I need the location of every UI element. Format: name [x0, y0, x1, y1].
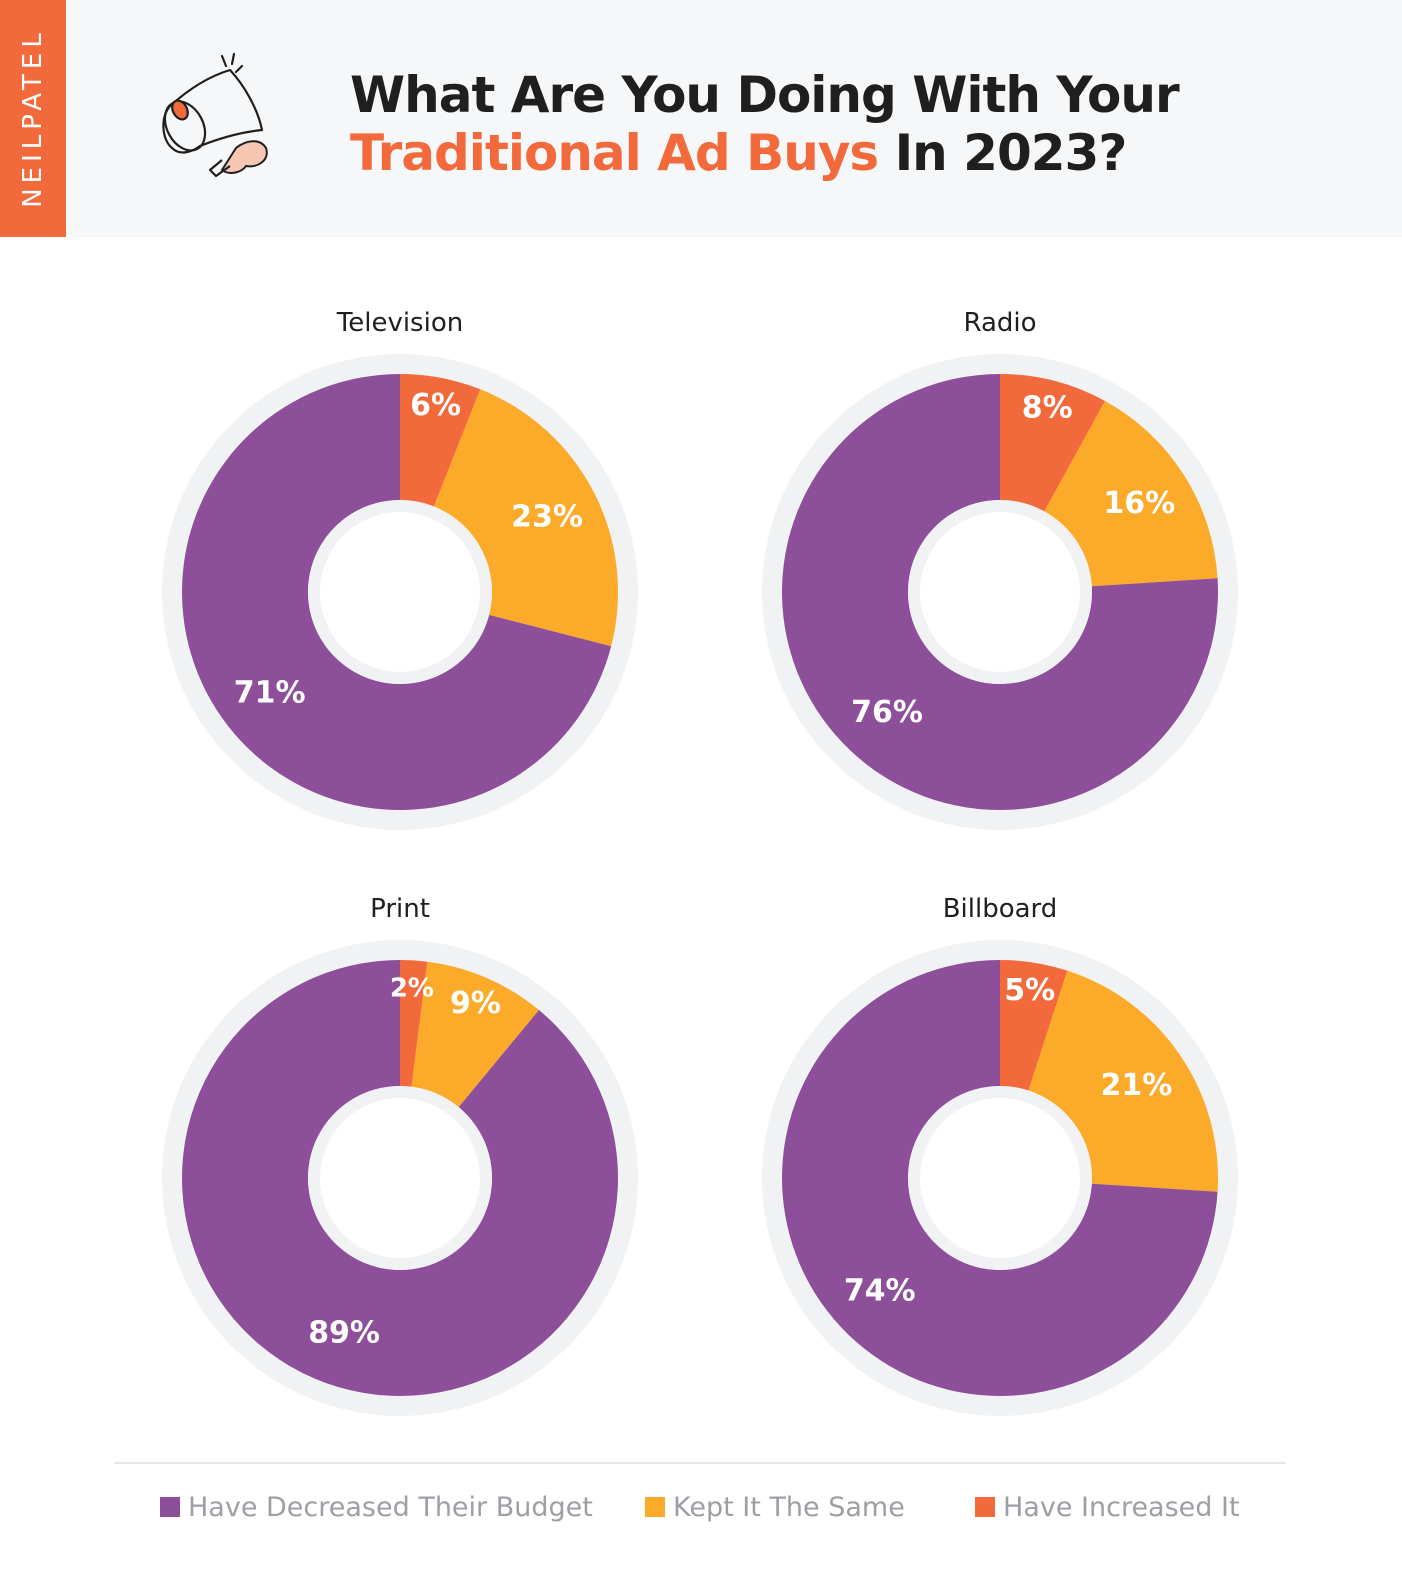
- pie-slice-increased: [400, 374, 481, 507]
- chart-title-radio: Radio: [963, 308, 1037, 338]
- donut-hole: [920, 1098, 1080, 1258]
- data-label-same: 23%: [511, 500, 583, 535]
- donut-hole: [320, 1098, 480, 1258]
- pie-slice-decreased: [181, 960, 618, 1396]
- donut-hole: [920, 512, 1080, 672]
- brand-bar: NEILPATEL: [0, 0, 66, 237]
- pie-slice-same: [1028, 970, 1218, 1192]
- chart-title-billboard: Billboard: [942, 894, 1058, 924]
- data-label-same: 16%: [1103, 486, 1175, 521]
- pie-slice-same: [411, 961, 539, 1108]
- donut-hole: [320, 512, 480, 672]
- pie-slice-decreased: [782, 960, 1218, 1396]
- brand-logo: NEILPATEL: [18, 28, 48, 208]
- data-label-same: 9%: [450, 986, 501, 1021]
- legend-label-same: Kept It The Same: [673, 1491, 905, 1523]
- page-title: What Are You Doing With Your Traditional…: [350, 66, 1180, 182]
- donut-chart-print: 2% 9% 89%: [162, 940, 638, 1416]
- pie-slice-decreased: [781, 374, 1218, 810]
- legend-label-decreased: Have Decreased Their Budget: [188, 1491, 593, 1523]
- legend-item-decreased: Have Decreased Their Budget: [160, 1490, 593, 1524]
- data-label-decreased: 89%: [308, 1316, 380, 1351]
- legend-swatch-decreased: [160, 1497, 180, 1517]
- data-label-decreased: 71%: [234, 676, 306, 711]
- donut-chart-radio: 8% 16% 76%: [762, 354, 1238, 830]
- title-rest: In 2023?: [878, 124, 1128, 182]
- legend-item-same: Kept It The Same: [645, 1490, 905, 1524]
- data-label-increased: 8%: [1022, 390, 1073, 425]
- header: NEILPATEL What Are You Doing With Your T…: [0, 0, 1402, 237]
- data-label-decreased: 76%: [851, 695, 923, 730]
- pie-slice-same: [1044, 400, 1218, 587]
- data-label-same: 21%: [1101, 1068, 1173, 1103]
- legend-item-increased: Have Increased It: [975, 1490, 1240, 1524]
- legend-swatch-same: [645, 1497, 665, 1517]
- pie-slice-decreased: [181, 374, 612, 811]
- title-line-1: What Are You Doing With Your: [350, 66, 1180, 124]
- title-line-2: Traditional Ad Buys In 2023?: [350, 124, 1179, 182]
- title-accent: Traditional Ad Buys: [350, 124, 879, 182]
- pie-slice-increased: [1000, 374, 1106, 512]
- pie-slice-same: [433, 389, 618, 647]
- data-label-increased: 5%: [1004, 973, 1055, 1008]
- megaphone-icon: [162, 52, 268, 178]
- data-label-decreased: 74%: [844, 1273, 916, 1308]
- chart-title-television: Television: [336, 308, 464, 338]
- pie-slice-increased: [1000, 960, 1068, 1091]
- chart-title-print: Print: [370, 894, 430, 924]
- data-label-increased: 6%: [410, 388, 461, 423]
- donut-chart-billboard: 5% 21% 74%: [762, 940, 1238, 1416]
- legend-label-increased: Have Increased It: [1003, 1491, 1240, 1523]
- legend-divider: [114, 1462, 1286, 1464]
- pie-slice-increased: [400, 960, 428, 1087]
- donut-chart-television: 6% 23% 71%: [162, 354, 638, 830]
- legend-swatch-increased: [975, 1497, 995, 1517]
- data-label-increased: 2%: [390, 973, 434, 1003]
